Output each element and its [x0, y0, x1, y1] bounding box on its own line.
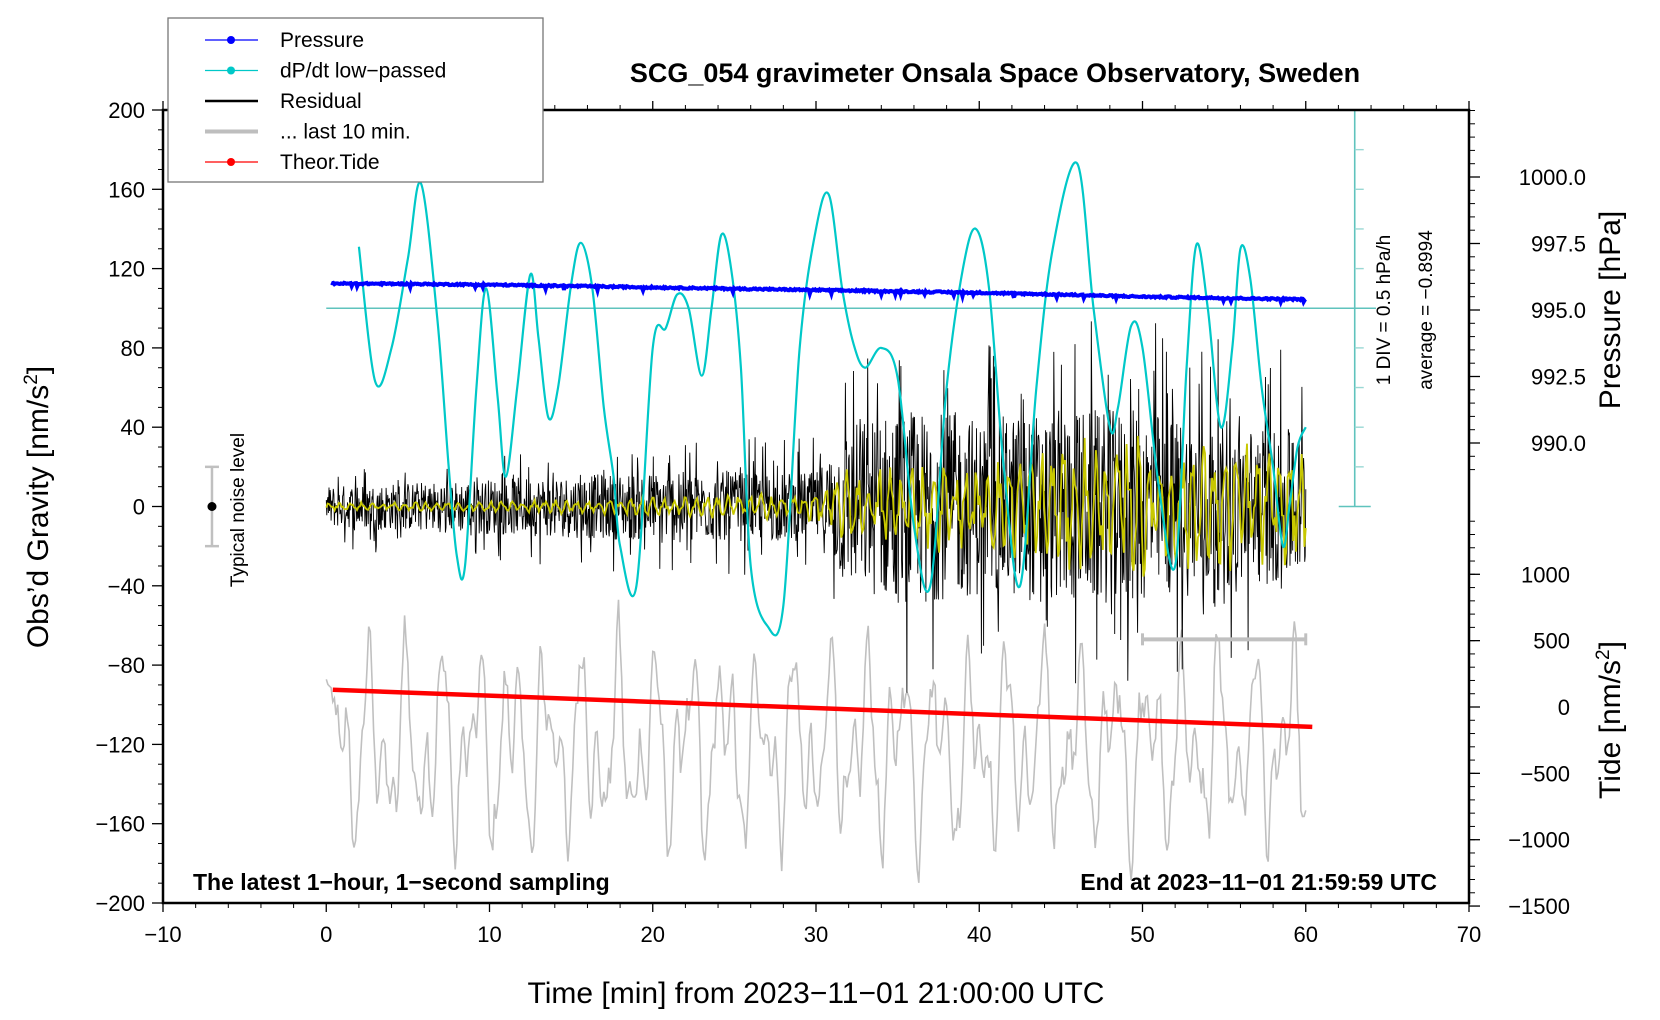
x-tick-label: −10 [144, 922, 181, 947]
tide-tick-label: −500 [1520, 761, 1570, 786]
y-tick-label: −160 [95, 812, 145, 837]
y-tick-label: −200 [95, 891, 145, 916]
legend-label: Theor.Tide [280, 151, 380, 174]
y-tick-label: −120 [95, 732, 145, 757]
x-tick-label: 20 [641, 922, 665, 947]
legend-marker-0 [227, 36, 235, 44]
y-tick-label: 120 [108, 257, 145, 282]
y-axis-label-gravity: Obs’d Gravity [nm/s2] [21, 366, 55, 648]
tide-line [332, 687, 1313, 730]
legend-marker-1 [227, 66, 235, 75]
y-tick-label: −40 [108, 574, 145, 599]
pressure-tick-label: 1000.0 [1519, 165, 1586, 190]
y-tick-label: −80 [108, 653, 145, 678]
x-tick-label: 0 [320, 922, 332, 947]
tide-tick-label: 1000 [1521, 562, 1570, 587]
dpdt-scale-label: 1 DIV = 0.5 hPa/h [1374, 235, 1395, 386]
last-10-min-line [325, 599, 1307, 883]
x-tick-label: 30 [804, 922, 828, 947]
y-axis-label-part: 2 [21, 374, 42, 385]
tide-label-part: Tide [nm/s [1594, 660, 1627, 799]
pressure-tick-label: 992.5 [1531, 365, 1586, 390]
y-axis-label-tide: Tide [nm/s2] [1593, 641, 1627, 799]
y-axis-label-part: ] [22, 366, 55, 374]
legend-label: Pressure [280, 29, 364, 52]
tide-tick-label: −1500 [1508, 894, 1570, 919]
tide-label-part: ] [1594, 641, 1627, 649]
y-tick-label: 200 [108, 98, 145, 123]
legend-label: Residual [280, 90, 362, 113]
y-tick-label: 0 [133, 495, 145, 520]
residual-lowpassed-line [325, 435, 1307, 577]
x-tick-label: 70 [1457, 922, 1481, 947]
legend: Pressure dP/dt low−passed Residual ... last… [167, 17, 544, 183]
pressure-tick-label: 997.5 [1531, 232, 1586, 257]
dpdt-line [357, 161, 1307, 637]
legend-marker-4 [227, 158, 235, 166]
noise-level-label: Typical noise level [228, 433, 249, 587]
tide-tick-label: 0 [1558, 695, 1570, 720]
dpdt-average-label: average = −0.8994 [1416, 230, 1437, 390]
x-tick-label: 40 [967, 922, 991, 947]
tide-tick-label: 500 [1533, 629, 1570, 654]
x-tick-label: 10 [477, 922, 501, 947]
y-tick-label: 160 [108, 177, 145, 202]
legend-label: dP/dt low−passed [280, 60, 446, 83]
y-axis-label-part: Obs’d Gravity [nm/s [22, 385, 55, 648]
x-axis-label: Time [min] from 2023−11−01 21:00:00 UTC [528, 977, 1105, 1010]
y-axis-label-pressure: Pressure [hPa] [1594, 211, 1627, 409]
annotation-end-time: End at 2023−11−01 21:59:59 UTC [1080, 869, 1437, 895]
pressure-tick-label: 995.0 [1531, 298, 1586, 323]
pressure-line [330, 279, 1307, 308]
x-tick-label: 60 [1294, 922, 1318, 947]
y-tick-label: 40 [121, 415, 145, 440]
pressure-tick-label: 990.0 [1531, 431, 1586, 456]
y-tick-label: 80 [121, 336, 145, 361]
x-tick-label: 50 [1130, 922, 1154, 947]
tide-tick-label: −1000 [1508, 828, 1570, 853]
noise-level-dot [207, 502, 217, 511]
legend-label: ... last 10 min. [280, 121, 411, 144]
chart-title: SCG_054 gravimeter Onsala Space Observat… [630, 58, 1360, 88]
tide-label-part: 2 [1593, 649, 1614, 660]
residual-line [325, 321, 1307, 693]
annotation-sampling: The latest 1−hour, 1−second sampling [193, 869, 610, 895]
